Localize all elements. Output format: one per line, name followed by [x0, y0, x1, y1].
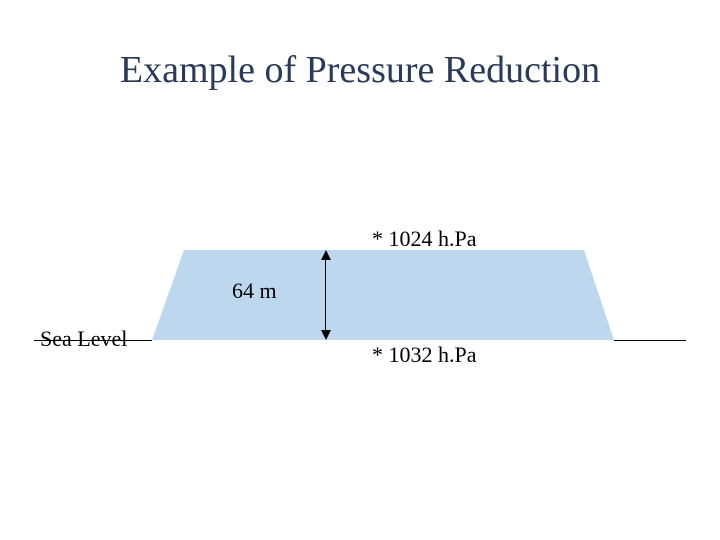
plateau-shape — [0, 0, 720, 540]
height-arrow-head-down — [321, 330, 331, 340]
sea-level-line-right — [614, 340, 686, 341]
height-arrow-shaft — [325, 258, 326, 332]
sea-level-label: Sea Level — [40, 326, 127, 352]
height-arrow-head-up — [321, 250, 331, 260]
top-pressure-label: * 1024 h.Pa — [372, 226, 477, 252]
height-label: 64 m — [232, 278, 277, 304]
bottom-pressure-label: * 1032 h.Pa — [372, 342, 477, 368]
